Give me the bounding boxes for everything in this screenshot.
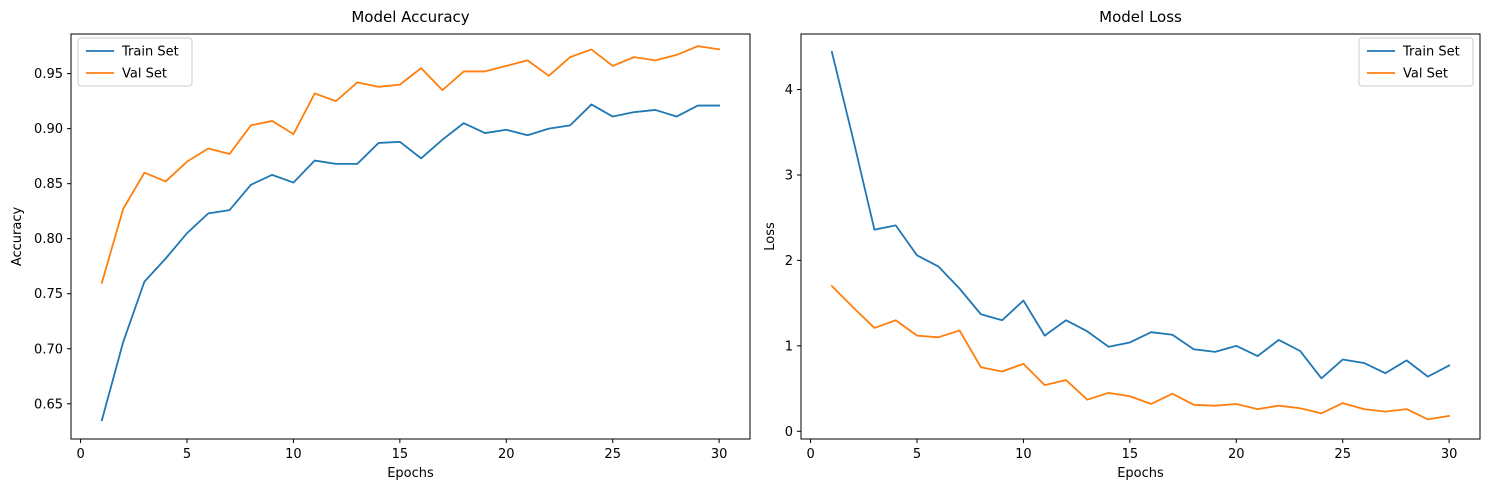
chart-title: Model Accuracy	[351, 8, 469, 26]
y-axis-label: Loss	[763, 222, 778, 251]
x-tick-label: 10	[1015, 447, 1032, 462]
x-tick-label: 20	[498, 447, 515, 462]
y-tick-label: 3	[785, 168, 793, 183]
x-tick-label: 15	[392, 447, 409, 462]
series-line-train-set	[100, 103, 721, 422]
legend-label: Val Set	[1403, 67, 1448, 82]
legend-label: Train Set	[121, 45, 179, 60]
y-tick-label: 4	[785, 83, 793, 98]
axes-frame	[70, 33, 751, 440]
chart-title: Model Loss	[1099, 8, 1182, 26]
loss-chart: Model Loss 0 5 10 15 20 25 30 0 1 2 3 4 Epochs Loss Tra…	[763, 8, 1481, 481]
axes-frame	[800, 33, 1481, 440]
x-tick-label: 25	[1334, 447, 1351, 462]
y-tick-label: 0	[785, 425, 793, 440]
y-tick-label: 0.90	[34, 122, 63, 137]
x-tick-label: 10	[285, 447, 302, 462]
y-tick-label: 2	[785, 254, 793, 269]
x-tick-label: 30	[1441, 447, 1458, 462]
y-tick-label: 0.85	[34, 177, 63, 192]
y-axis-label: Accuracy	[10, 207, 25, 267]
y-tick-label: 0.95	[34, 67, 63, 82]
accuracy-chart: Model Accuracy 0 5 10 15 20 25 30 0.65 0.70 0.75 0.…	[10, 8, 751, 481]
x-tick-label: 25	[604, 447, 621, 462]
x-tick-label: 5	[913, 447, 921, 462]
legend-box	[1358, 37, 1474, 87]
y-tick-label: 0.65	[34, 397, 63, 412]
x-tick-label: 30	[711, 447, 728, 462]
y-tick-label: 1	[785, 339, 793, 354]
series-line-train-set	[830, 50, 1451, 380]
x-tick-label: 0	[76, 447, 84, 462]
x-tick-label: 5	[183, 447, 191, 462]
x-tick-label: 0	[806, 447, 814, 462]
series-line-val-set	[100, 45, 721, 284]
x-tick-label: 15	[1122, 447, 1139, 462]
y-tick-label: 0.75	[34, 287, 63, 302]
legend: Train Set Val Set	[1358, 37, 1474, 87]
y-tick-label: 0.70	[34, 342, 63, 357]
legend-label: Val Set	[122, 67, 167, 82]
legend-label: Train Set	[1402, 45, 1460, 60]
x-axis-label: Epochs	[387, 466, 434, 481]
x-tick-label: 20	[1228, 447, 1245, 462]
y-tick-label: 0.80	[34, 232, 63, 247]
series-line-val-set	[830, 284, 1451, 421]
x-axis-label: Epochs	[1117, 466, 1164, 481]
legend: Train Set Val Set	[77, 37, 193, 87]
legend-box	[77, 37, 193, 87]
